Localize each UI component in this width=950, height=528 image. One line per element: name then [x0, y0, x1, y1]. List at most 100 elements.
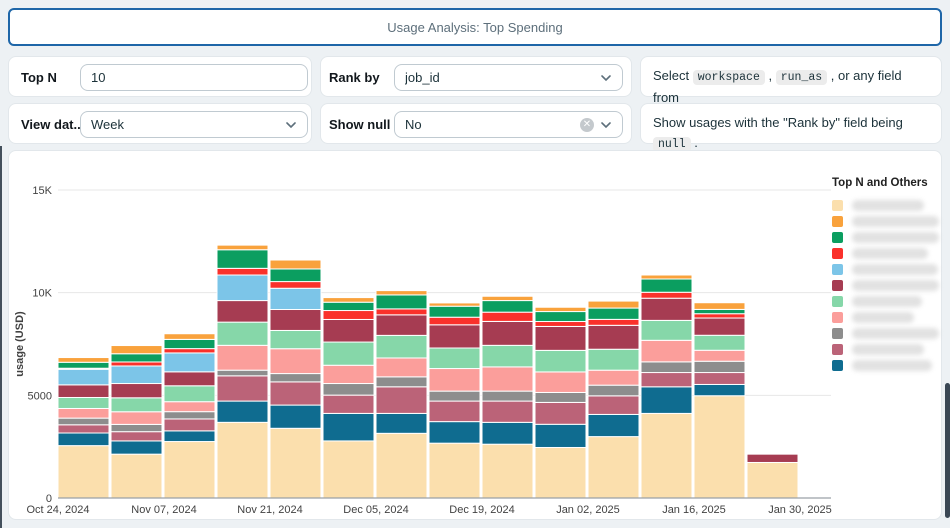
bar-segment-series-cream[interactable]	[746, 461, 799, 499]
bar-segment-series-lightgreen[interactable]	[322, 341, 375, 366]
bar-segment-series-green[interactable]	[375, 294, 428, 310]
bar-segment-series-teal[interactable]	[269, 404, 322, 429]
bar-segment-series-mauve[interactable]	[587, 395, 640, 415]
bar-segment-series-maroon[interactable]	[534, 325, 587, 351]
bar-segment-series-lightgreen[interactable]	[481, 344, 534, 368]
bar-segment-series-orange[interactable]	[216, 244, 269, 251]
bar-segment-series-pink[interactable]	[110, 411, 163, 425]
bar-segment-series-orange[interactable]	[375, 290, 428, 296]
bar-segment-series-green[interactable]	[587, 307, 640, 320]
bar-segment-series-lightgreen[interactable]	[587, 348, 640, 371]
bar-segment-series-cream[interactable]	[375, 432, 428, 499]
bar-segment-series-teal[interactable]	[587, 413, 640, 438]
bar-segment-series-mauve[interactable]	[481, 400, 534, 423]
bar-segment-series-cream[interactable]	[110, 453, 163, 499]
bar-segment-series-red[interactable]	[640, 291, 693, 299]
legend-item-5[interactable]	[827, 261, 939, 277]
bar-segment-series-mauve[interactable]	[640, 372, 693, 388]
bar-segment-series-mauve[interactable]	[163, 418, 216, 432]
bar-segment-series-mauve[interactable]	[375, 386, 428, 414]
legend-item-8[interactable]	[827, 309, 939, 325]
bar-segment-series-red[interactable]	[534, 321, 587, 327]
bar-segment-series-maroon[interactable]	[428, 324, 481, 349]
bar-segment-series-red[interactable]	[163, 348, 216, 354]
bar-segment-series-mauve[interactable]	[428, 400, 481, 423]
bar-segment-series-green[interactable]	[163, 338, 216, 350]
bar-segment-series-green[interactable]	[481, 300, 534, 313]
bar-segment-series-maroon[interactable]	[322, 318, 375, 343]
bar-segment-series-cream[interactable]	[587, 436, 640, 499]
bar-segment-series-maroon[interactable]	[110, 383, 163, 399]
bar-segment-series-red[interactable]	[481, 311, 534, 322]
bar-segment-series-red[interactable]	[110, 361, 163, 367]
bar-segment-series-gray[interactable]	[640, 361, 693, 374]
bar-segment-series-gray[interactable]	[481, 390, 534, 402]
bar-segment-series-teal[interactable]	[481, 421, 534, 445]
bar-segment-series-cream[interactable]	[481, 443, 534, 499]
bar-segment-series-maroon[interactable]	[640, 297, 693, 321]
bar-segment-series-lightblue[interactable]	[57, 368, 110, 386]
bar-segment-series-lightgreen[interactable]	[640, 319, 693, 341]
bar-segment-series-teal[interactable]	[640, 386, 693, 414]
bar-segment-series-maroon[interactable]	[269, 309, 322, 331]
bar-segment-series-gray[interactable]	[375, 376, 428, 388]
bar-segment-series-maroon[interactable]	[481, 320, 534, 346]
bar-segment-series-gray[interactable]	[216, 369, 269, 377]
bar-segment-series-orange[interactable]	[428, 302, 481, 307]
bar-segment-series-pink[interactable]	[481, 366, 534, 392]
bar-segment-series-orange[interactable]	[640, 274, 693, 280]
bar-segment-series-cream[interactable]	[57, 445, 110, 499]
bar-segment-series-gray[interactable]	[163, 411, 216, 420]
bar-segment-series-mauve[interactable]	[110, 431, 163, 442]
clear-selection-icon[interactable]: ✕	[580, 117, 594, 132]
bar-segment-series-lightgreen[interactable]	[428, 347, 481, 370]
bar-segment-series-mauve[interactable]	[322, 394, 375, 414]
bar-segment-series-cream[interactable]	[269, 427, 322, 499]
bar-segment-series-lightgreen[interactable]	[375, 334, 428, 359]
bar-segment-series-red[interactable]	[587, 318, 640, 326]
bar-segment-series-pink[interactable]	[216, 344, 269, 371]
bar-segment-series-gray[interactable]	[269, 373, 322, 383]
bar-segment-series-lightgreen[interactable]	[216, 321, 269, 346]
bar-segment-series-pink[interactable]	[269, 348, 322, 375]
legend-item-7[interactable]	[827, 293, 939, 309]
bar-segment-series-teal[interactable]	[693, 383, 746, 397]
legend-item-11[interactable]	[827, 357, 939, 373]
bar-segment-series-green[interactable]	[322, 301, 375, 312]
bar-segment-series-lightblue[interactable]	[163, 352, 216, 373]
bar-segment-series-cream[interactable]	[534, 446, 587, 499]
bar-segment-series-gray[interactable]	[428, 390, 481, 402]
bar-segment-series-teal[interactable]	[216, 400, 269, 423]
legend-item-2[interactable]	[827, 213, 939, 229]
bar-segment-series-red[interactable]	[269, 281, 322, 289]
bar-segment-series-cream[interactable]	[428, 442, 481, 499]
bar-segment-series-maroon[interactable]	[587, 324, 640, 350]
bar-segment-series-green[interactable]	[216, 249, 269, 269]
bar-segment-series-teal[interactable]	[163, 430, 216, 443]
bar-segment-series-red[interactable]	[216, 267, 269, 276]
bar-segment-series-maroon[interactable]	[746, 453, 799, 463]
bar-segment-series-teal[interactable]	[428, 421, 481, 444]
bar-segment-series-gray[interactable]	[534, 391, 587, 403]
legend-item-6[interactable]	[827, 277, 939, 293]
bar-segment-series-mauve[interactable]	[216, 375, 269, 402]
bar-segment-series-gray[interactable]	[587, 384, 640, 397]
bar-segment-series-pink[interactable]	[375, 357, 428, 378]
bar-segment-series-teal[interactable]	[322, 412, 375, 442]
legend-item-10[interactable]	[827, 341, 939, 357]
bar-segment-series-orange[interactable]	[322, 297, 375, 303]
bar-segment-series-lightblue[interactable]	[269, 287, 322, 311]
bar-segment-series-pink[interactable]	[693, 349, 746, 362]
bar-segment-series-green[interactable]	[110, 353, 163, 363]
bar-segment-series-mauve[interactable]	[534, 401, 587, 425]
view-date-select[interactable]: Week	[80, 111, 308, 138]
bar-segment-series-gray[interactable]	[110, 423, 163, 433]
bar-segment-series-orange[interactable]	[481, 295, 534, 302]
bar-segment-series-teal[interactable]	[110, 440, 163, 455]
bar-segment-series-mauve[interactable]	[693, 372, 746, 385]
bar-segment-series-lightgreen[interactable]	[693, 334, 746, 351]
vertical-scrollbar-thumb[interactable]	[945, 383, 950, 518]
bar-segment-series-maroon[interactable]	[163, 371, 216, 387]
bar-segment-series-cream[interactable]	[163, 441, 216, 499]
bar-segment-series-lightgreen[interactable]	[57, 396, 110, 409]
